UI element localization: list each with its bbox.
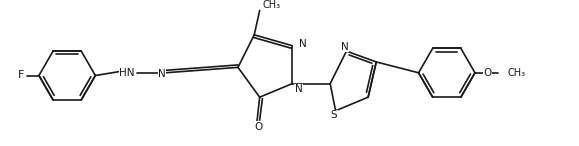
Text: N: N: [158, 69, 166, 79]
Text: F: F: [18, 71, 24, 80]
Text: N: N: [341, 42, 349, 52]
Text: N: N: [299, 39, 307, 49]
Text: O: O: [254, 122, 262, 132]
Text: N: N: [295, 84, 303, 94]
Text: CH₃: CH₃: [508, 68, 526, 78]
Text: CH₃: CH₃: [262, 0, 280, 10]
Text: HN: HN: [119, 68, 134, 78]
Text: S: S: [331, 110, 338, 120]
Text: O: O: [483, 68, 492, 78]
